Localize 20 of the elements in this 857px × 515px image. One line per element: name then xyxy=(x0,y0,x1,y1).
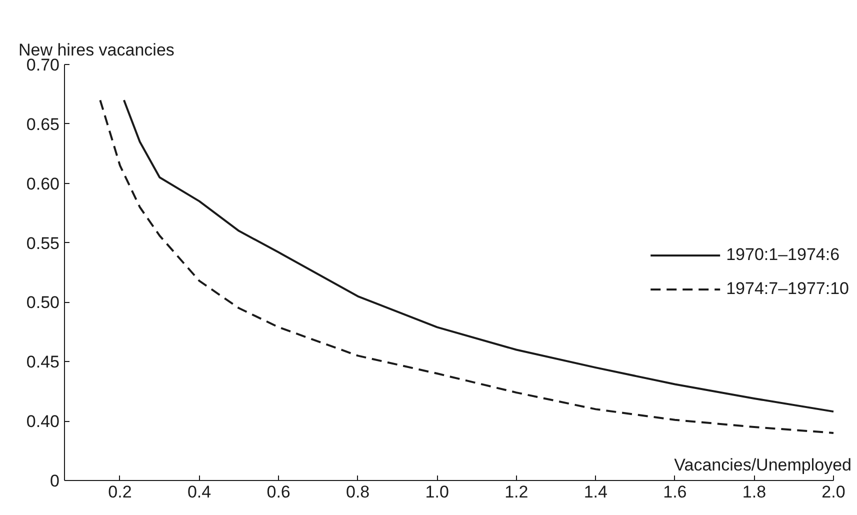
x-axis-title: Vacancies/Unemployed xyxy=(674,456,852,474)
y-tick-label: 0 xyxy=(50,472,60,490)
y-tick-label: 0.45 xyxy=(26,352,60,372)
x-tick-label: 2.0 xyxy=(822,482,846,502)
y-tick-label: 0.65 xyxy=(26,114,60,134)
x-tick-label: 1.2 xyxy=(504,482,528,502)
x-tick-label: 1.8 xyxy=(742,482,766,502)
y-tick-label: 0.60 xyxy=(26,174,60,194)
y-tick-label: 0.40 xyxy=(26,412,60,432)
legend-label: 1970:1–1974:6 xyxy=(726,245,840,265)
legend-label: 1974:7–1977:10 xyxy=(726,279,849,299)
y-tick-label: 0.55 xyxy=(26,234,60,253)
x-tick-label: 0.8 xyxy=(346,482,370,502)
x-tick-label: 1.0 xyxy=(425,482,449,502)
x-tick-label: 0.2 xyxy=(108,482,132,502)
y-tick-label: 0.50 xyxy=(26,293,60,312)
x-tick-label: 0.6 xyxy=(266,482,290,502)
x-tick-label: 1.4 xyxy=(584,482,608,502)
x-tick-label: 0.4 xyxy=(187,482,212,502)
x-tick-label: 1.6 xyxy=(663,482,687,502)
